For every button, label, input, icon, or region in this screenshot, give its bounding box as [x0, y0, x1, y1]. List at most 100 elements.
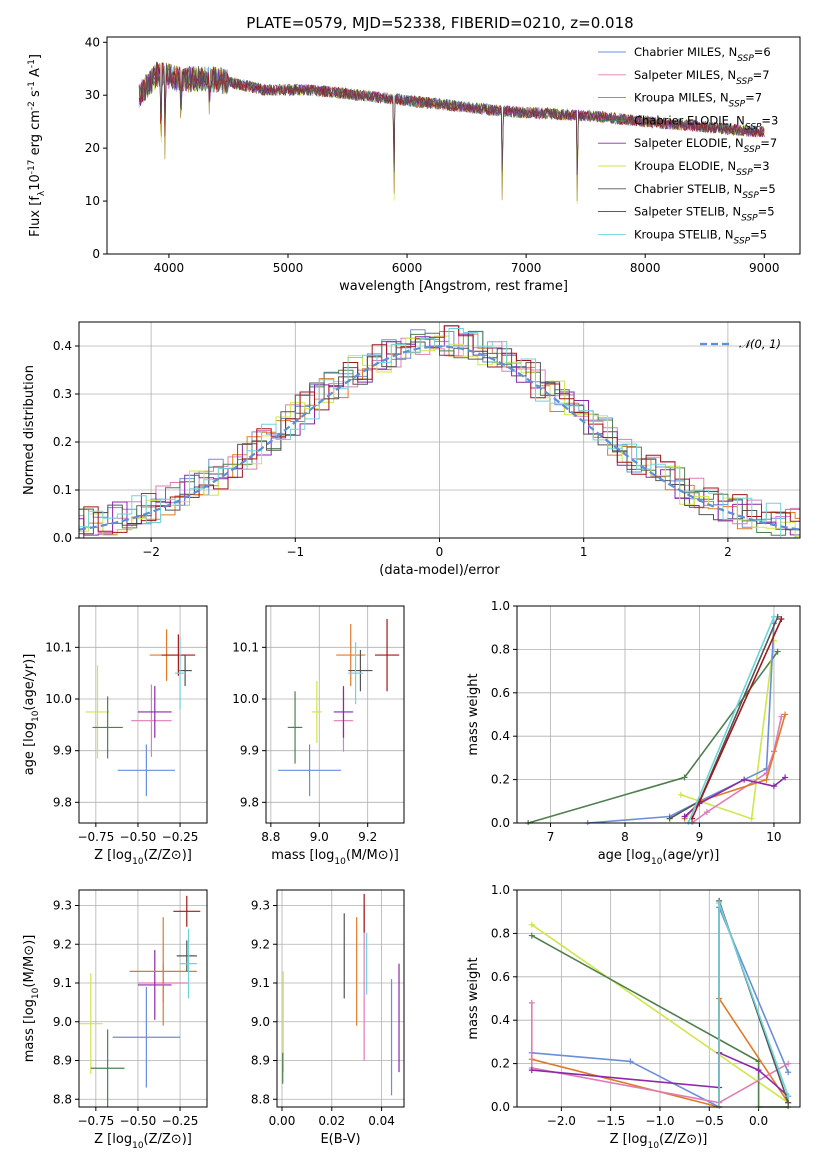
weight_vs_Z-plot-area — [528, 897, 792, 1109]
spectrum-series-6 — [138, 61, 765, 176]
spectrum-ytick-label: 0 — [92, 247, 100, 261]
weight_vs_Z-xtick-label: −1.0 — [645, 1114, 674, 1128]
age_vs_Z-xtick-label: −0.25 — [162, 830, 199, 844]
age_vs_Z-frame — [78, 605, 208, 824]
weight_vs_Z-xtick-label: 0.0 — [749, 1114, 768, 1128]
weight_vs_age-ytick-label: 0.0 — [491, 816, 510, 830]
residual_hist-ytick-label: 0.1 — [53, 483, 72, 497]
weight_vs_Z-series-7-marker — [716, 900, 723, 907]
age_vs_Z-ytick-label: 9.9 — [53, 744, 72, 758]
spectrum-ytick-label: 30 — [85, 88, 100, 102]
residual-hist-series-7 — [79, 325, 800, 538]
weight_vs_age-ytick-label: 0.2 — [491, 773, 510, 787]
weight_vs_Z-xlabel: Z [log10(Z/Z⊙)] — [610, 1132, 708, 1151]
weight_vs_age-series-5-marker — [782, 774, 789, 781]
weight_vs_age-series-1-marker — [677, 791, 684, 798]
spectrum-legend-label: Chabrier STELIB, NSSP=5 — [634, 182, 776, 201]
mass_vs_Z-xlabel: Z [log10(Z/Z⊙)] — [94, 1132, 192, 1151]
weight_vs_age-series-8 — [687, 616, 775, 824]
mass_vs_Z-xtick-label: −0.25 — [162, 1114, 199, 1128]
weight_vs_Z-series-4-marker — [528, 999, 535, 1006]
age_vs_mass-ytick-label: 9.9 — [240, 744, 259, 758]
mass_vs_Z-ytick-label: 9.2 — [53, 937, 72, 951]
weight_vs_age-frame — [516, 605, 801, 824]
spectrum-xtick-label: 9000 — [749, 261, 780, 275]
mass_vs_Z-ytick-label: 9.3 — [53, 899, 72, 913]
weight_vs_Z-xtick-label: −0.5 — [695, 1114, 724, 1128]
spectrum-ytick-label: 40 — [85, 35, 100, 49]
residual_hist-ytick-label: 0.2 — [53, 435, 72, 449]
spectrum-legend-label: Kroupa MILES, NSSP=7 — [634, 91, 762, 110]
age_vs_Z-ylabel: age [log10(age/yr)] — [22, 654, 41, 776]
mass_vs_ebv-ytick-label: 9.2 — [251, 937, 270, 951]
spectrum-xlabel: wavelength [Angstrom, rest frame] — [339, 279, 568, 294]
spectrum-legend-label: Salpeter ELODIE, NSSP=7 — [634, 136, 777, 155]
spectrum-ytick-label: 20 — [85, 141, 100, 155]
weight_vs_Z-xtick-label: −1.5 — [596, 1114, 625, 1128]
weight_vs_age-series-7 — [691, 618, 783, 820]
weight_vs_Z-ytick-label: 0.4 — [491, 1013, 510, 1027]
spectrum-xtick-label: 6000 — [392, 261, 423, 275]
weight_vs_age-ylabel: mass weight — [466, 673, 481, 755]
figure-title: PLATE=0579, MJD=52338, FIBERID=0210, z=0… — [246, 14, 633, 32]
residual_hist-ytick-label: 0.0 — [53, 531, 72, 545]
mass_vs_ebv-ytick-label: 9.0 — [251, 1015, 270, 1029]
weight_vs_age-series-6-marker — [666, 815, 673, 822]
mass_vs_ebv-xtick-label: 0.04 — [368, 1114, 395, 1128]
mass_vs_Z-xtick-label: −0.75 — [77, 1114, 114, 1128]
weight_vs_Z-ytick-label: 1.0 — [491, 883, 510, 897]
weight_vs_Z-ytick-label: 0.2 — [491, 1057, 510, 1071]
residual_hist-ytick-label: 0.3 — [53, 387, 72, 401]
spectrum-frame — [106, 36, 801, 255]
weight_vs_Z-ytick-label: 0.8 — [491, 926, 510, 940]
mass_vs_Z-ytick-label: 8.9 — [53, 1054, 72, 1068]
mass_vs_ebv-xtick-label: 0.02 — [318, 1114, 345, 1128]
weight_vs_age-series-4-marker — [763, 776, 770, 783]
residual_hist-ytick-label: 0.4 — [53, 339, 72, 353]
mass_vs_ebv-frame — [276, 889, 405, 1108]
spectrum-plot-area — [138, 61, 765, 205]
weight_vs_age-xlabel: age [log10(age/yr)] — [598, 848, 720, 867]
age_vs_Z-xtick-label: −0.50 — [120, 830, 157, 844]
weight_vs_Z-series-6-marker — [785, 1099, 792, 1106]
spectrum-legend-label: Chabrier MILES, NSSP=6 — [634, 45, 771, 64]
age_vs_mass-plot-area — [278, 618, 400, 797]
mass_vs_Z-ytick-label: 9.1 — [53, 976, 72, 990]
age_vs_Z-xtick-label: −0.75 — [77, 830, 114, 844]
spectrum-legend-label: Salpeter STELIB, NSSP=5 — [634, 205, 775, 224]
mass_vs_ebv-xtick-label: 0.00 — [269, 1114, 296, 1128]
spectrum-xtick-label: 8000 — [630, 261, 661, 275]
mass_vs_ebv-xlabel: E(B-V) — [320, 1132, 360, 1147]
residual_hist-frame — [78, 321, 801, 539]
residual_hist-xlabel: (data-model)/error — [379, 563, 500, 578]
weight_vs_Z-frame — [516, 889, 801, 1108]
weight_vs_age-series-5-marker — [681, 813, 688, 820]
residual_hist-ylabel: Normed distribution — [22, 365, 37, 495]
weight_vs_age-xtick-label: 10 — [766, 830, 781, 844]
weight_vs_Z-series-4 — [531, 1002, 789, 1104]
weight_vs_age-series-3-marker — [703, 809, 710, 816]
weight_vs_Z-series-1-marker — [528, 932, 535, 939]
weight_vs_age-series-7-marker — [778, 616, 785, 623]
weight_vs_Z-series-5-marker — [528, 1067, 535, 1074]
spectrum-legend-label: Kroupa ELODIE, NSSP=3 — [634, 159, 770, 178]
weight_vs_age-ytick-label: 0.6 — [491, 686, 510, 700]
spectrum-xtick-label: 5000 — [273, 261, 304, 275]
weight_vs_Z-ylabel: mass weight — [466, 957, 481, 1039]
weight_vs_age-ytick-label: 0.8 — [491, 642, 510, 656]
spectrum-series-7 — [138, 62, 765, 175]
age_vs_mass-xtick-label: 9.0 — [310, 830, 329, 844]
age_vs_Z-ytick-label: 9.8 — [53, 795, 72, 809]
spectrum-xtick-label: 7000 — [511, 261, 542, 275]
age_vs_mass-ytick-label: 10.0 — [232, 692, 259, 706]
age_vs_mass-frame — [265, 605, 405, 824]
weight_vs_age-ytick-label: 1.0 — [491, 599, 510, 613]
weight_vs_age-xtick-label: 8 — [621, 830, 629, 844]
spectrum-legend-label: Kroupa STELIB, NSSP=5 — [634, 227, 767, 246]
spectrum-ytick-label: 10 — [85, 194, 100, 208]
spectrum-ylabel: Flux [fλ10-17 erg cm-2 s-1 A-1] — [27, 54, 47, 237]
weight_vs_Z-ytick-label: 0.6 — [491, 970, 510, 984]
residual_hist-xtick-label: −1 — [286, 545, 304, 559]
